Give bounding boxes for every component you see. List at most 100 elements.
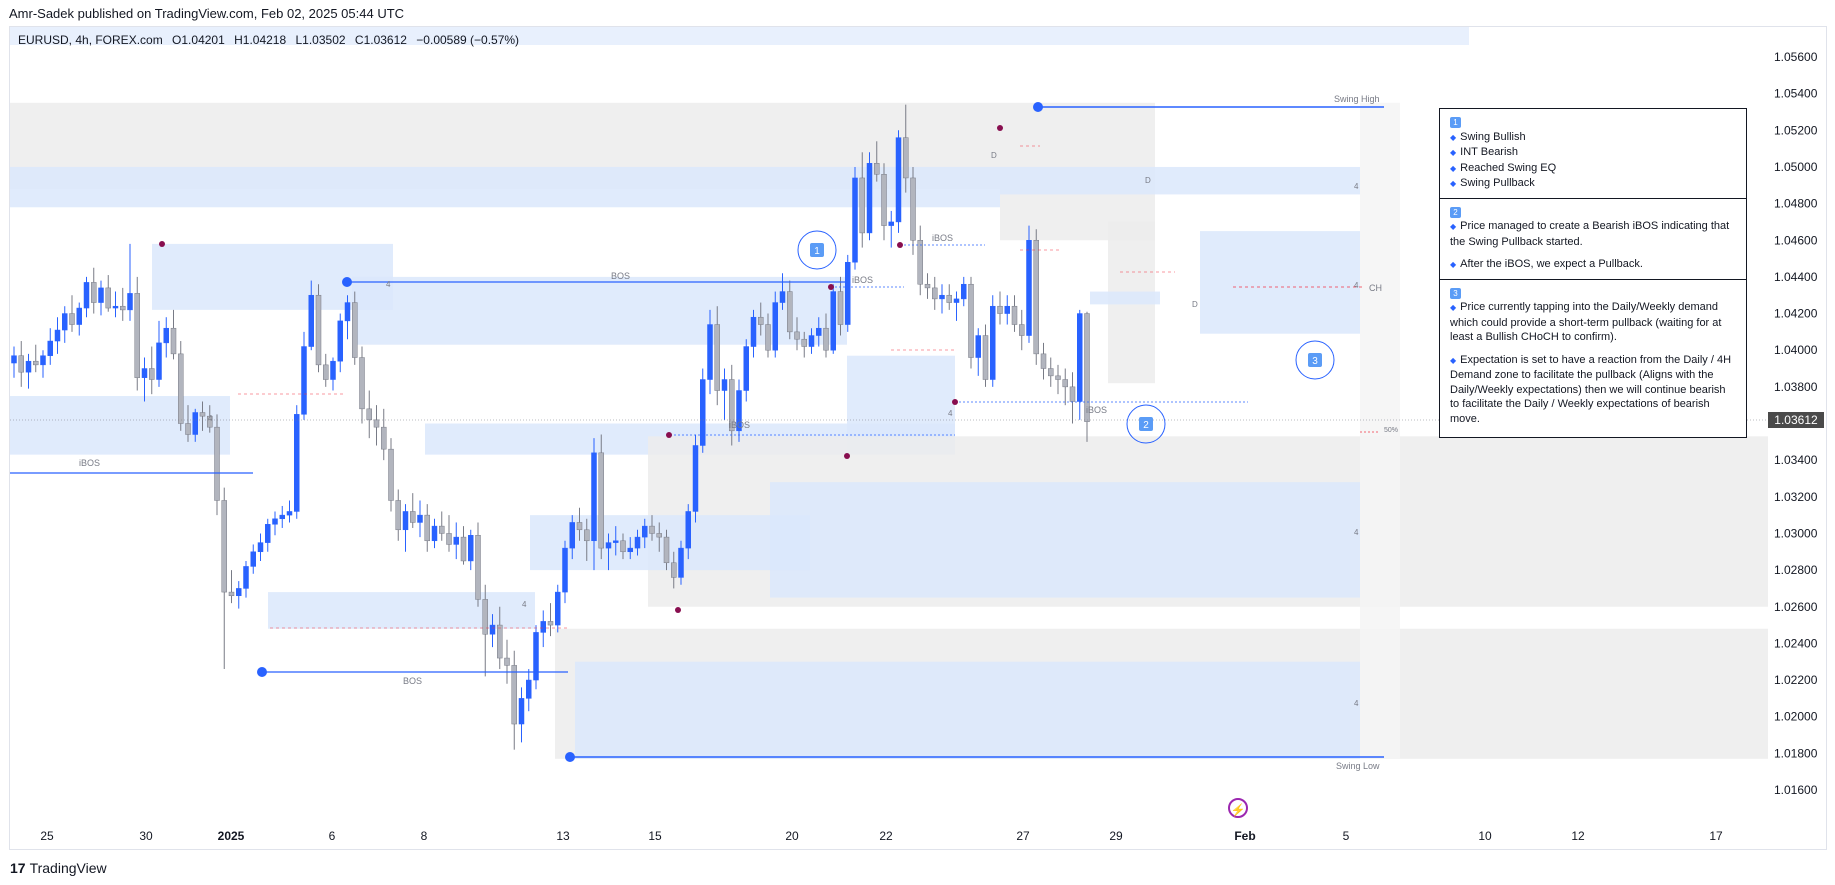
zone-4-label: 4: [1354, 699, 1359, 708]
candle-body: [337, 320, 343, 362]
zone-d-label: D: [1192, 300, 1198, 309]
tradingview-brand: TradingView: [29, 860, 107, 876]
candle-body: [743, 346, 749, 391]
legend-low: L1.03502: [295, 33, 346, 47]
candle-body: [221, 500, 227, 593]
pivot-dot: [952, 399, 958, 405]
candle-body: [765, 324, 771, 351]
diamond-icon: ◆: [1450, 148, 1457, 157]
candle-body: [627, 547, 633, 553]
legend-high: H1.04218: [234, 33, 287, 47]
time-tick-label: 15: [648, 829, 662, 843]
diamond-icon: ◆: [1450, 132, 1457, 142]
candle-body: [961, 283, 967, 300]
candle-body: [33, 360, 39, 366]
candle-body: [366, 408, 372, 421]
candle-body: [25, 360, 32, 373]
candle-body: [837, 291, 844, 325]
note-number-2: 2: [1450, 206, 1461, 218]
tradingview-logo[interactable]: 17 TradingView: [10, 860, 107, 876]
note-paragraph: ◆ Expectation is set to have a reaction f…: [1450, 353, 1732, 425]
candle-body: [714, 324, 720, 391]
price-tick-label: 1.04800: [1774, 197, 1818, 211]
price-tick-label: 1.05000: [1774, 160, 1818, 174]
candle-body: [736, 390, 742, 432]
candle-body: [779, 291, 786, 303]
time-tick-label: 8: [421, 829, 428, 843]
zone-box: [352, 276, 847, 345]
time-axis: 25 30 2025 6 8 13 15 20 22 27 29 Feb 5 10 12 17: [40, 829, 1723, 843]
candle-body: [990, 305, 996, 380]
time-tick-label: 29: [1109, 829, 1123, 843]
candle-body: [76, 307, 82, 325]
candle-body: [823, 327, 829, 351]
candle-body: [47, 340, 53, 356]
zone-box: [1090, 291, 1160, 305]
zone-box: [268, 592, 535, 629]
lightning-icon[interactable]: ⚡: [1228, 798, 1248, 818]
zone-4-label: 4: [1354, 182, 1359, 191]
legend-symbol[interactable]: EURUSD, 4h, FOREX.com: [18, 33, 163, 47]
candle-body: [453, 536, 459, 545]
legend-close: C1.03612: [354, 33, 407, 47]
candle-body: [772, 302, 778, 351]
price-tick-label: 1.03200: [1774, 490, 1818, 504]
candle-body: [127, 293, 133, 311]
candle-body: [787, 291, 793, 333]
candle-body: [997, 305, 1003, 314]
candle-body: [149, 368, 155, 380]
chart-pane[interactable]: [9, 26, 1827, 850]
candle-body: [460, 536, 467, 562]
candle-body: [526, 679, 532, 699]
candle-body: [308, 294, 314, 347]
candle-body: [975, 335, 981, 358]
price-tick-label: 1.01800: [1774, 746, 1818, 760]
note-section-1: 1 ◆ Swing Bullish ◆ INT Bearish ◆ Reached S…: [1440, 109, 1746, 199]
note-item: ◆ INT Bearish: [1450, 146, 1519, 158]
candle-body: [895, 137, 902, 223]
candle-body: [272, 518, 278, 525]
candle-body: [410, 511, 416, 523]
candle-body: [228, 591, 235, 597]
candle-body: [1048, 368, 1054, 377]
price-tick-label: 1.05400: [1774, 87, 1818, 101]
zone-box: [1200, 231, 1360, 334]
analysis-note-box[interactable]: 1 ◆ Swing Bullish ◆ INT Bearish ◆ Reached S…: [1439, 108, 1747, 438]
candle-body: [352, 302, 358, 358]
candle-body: [932, 287, 938, 300]
circle-marker-1: [797, 230, 837, 270]
note-number-3: 3: [1450, 287, 1461, 299]
candle-body: [373, 419, 380, 428]
candle-body: [576, 522, 583, 531]
zone-box: [770, 482, 1360, 598]
candle-body: [707, 324, 713, 380]
time-tick-label: 10: [1478, 829, 1492, 843]
candle-body: [1033, 240, 1039, 355]
bos-dot-2: [257, 667, 267, 677]
candle-body: [852, 177, 858, 263]
price-tick-label: 1.04200: [1774, 307, 1818, 321]
candle-body: [794, 331, 800, 340]
pivot-dot: [159, 241, 165, 247]
candle-body: [439, 525, 445, 534]
candle-body: [344, 302, 351, 322]
candle-body: [816, 327, 822, 336]
circle-marker-1-num: 1: [814, 246, 820, 257]
ibos-label-right: iBOS: [1086, 405, 1107, 415]
time-tick-label: 13: [556, 829, 570, 843]
candle-body: [1040, 353, 1047, 369]
current-price-tag: 1.03612: [1768, 412, 1824, 428]
candle-body: [199, 412, 206, 417]
time-tick-label: 6: [329, 829, 336, 843]
candle-body: [250, 551, 256, 567]
candle-body: [243, 566, 249, 589]
candle-body: [620, 540, 626, 553]
diamond-icon: ◆: [1450, 355, 1457, 365]
candle-body: [859, 177, 865, 234]
pivot-dot: [675, 607, 681, 613]
bos-label-1: BOS: [611, 271, 630, 281]
candle-body: [562, 547, 568, 593]
candle-body: [888, 221, 894, 226]
